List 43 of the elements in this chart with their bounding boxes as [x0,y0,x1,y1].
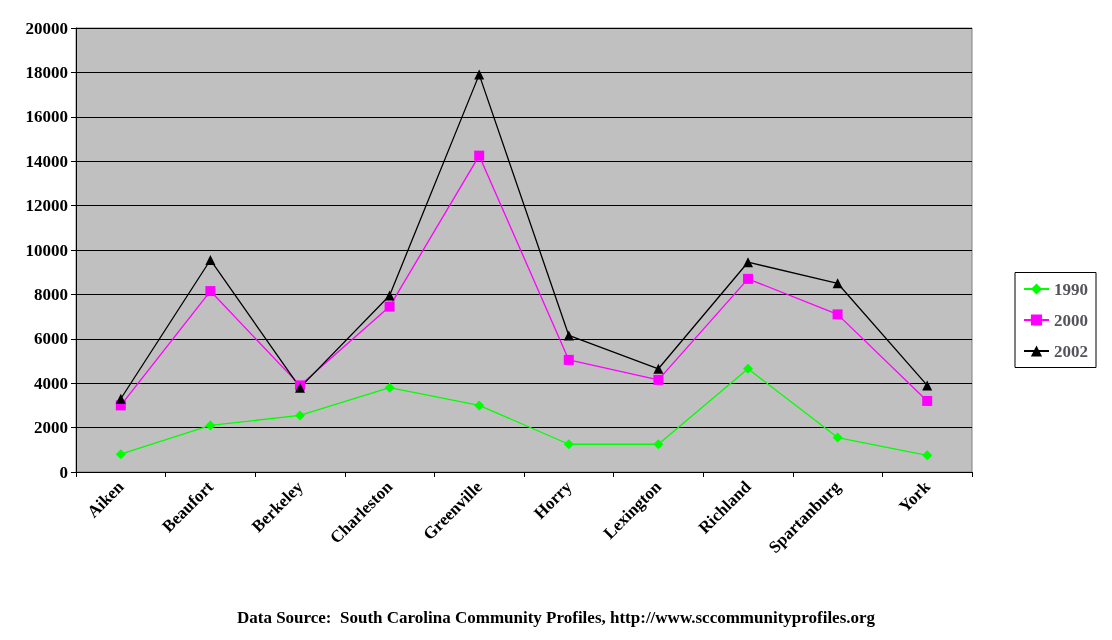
y-tick-label: 2000 [34,418,68,438]
point [115,393,126,404]
legend-label: 2000 [1054,310,1088,330]
point [205,420,216,431]
point [474,69,485,80]
point [743,257,753,268]
point [922,395,933,406]
point [922,450,933,461]
y-tick-label: 18000 [25,62,68,82]
point [653,374,664,385]
point [653,363,664,374]
point [384,290,395,301]
point [295,410,305,421]
point [563,330,574,341]
point [832,309,843,320]
point [474,400,485,411]
point [743,363,753,374]
point [115,449,126,460]
point [832,432,843,443]
point [563,354,574,365]
point [384,301,395,312]
point [832,278,843,289]
source-note: Data Source: South Carolina Community Profiles, http://www.sccommunityprofiles.org [236,608,876,627]
y-tick-label: 14000 [25,151,68,171]
point [205,286,216,297]
y-tick-label: 4000 [34,373,68,393]
y-tick-label: 8000 [34,284,68,304]
y-tick-label: 0 [59,462,68,482]
y-tick-label: 6000 [34,329,68,349]
point [563,439,574,450]
point [743,273,753,284]
point [474,150,485,161]
y-tick-label: 20000 [25,18,68,38]
y-tick-label: 12000 [25,196,68,216]
y-tick-label: 16000 [25,107,68,127]
point [384,382,395,393]
point [205,254,216,265]
point [922,380,933,391]
x-tick-label: York [895,476,935,517]
point [653,439,664,450]
legend-label: 2002 [1054,341,1088,361]
legend-label: 1990 [1054,279,1088,299]
y-tick-label: 10000 [25,240,68,260]
